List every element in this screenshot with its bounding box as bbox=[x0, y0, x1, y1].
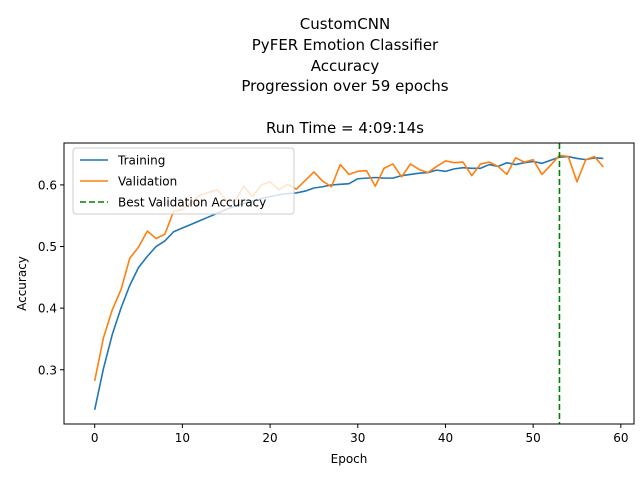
chart-subtitle: Run Time = 4:09:14s bbox=[266, 119, 424, 137]
x-tick-label: 60 bbox=[613, 431, 628, 445]
legend: Training Validation Best Validation Accu… bbox=[72, 147, 295, 215]
y-tick-label: 0.3 bbox=[38, 363, 57, 377]
y-tick-label: 0.5 bbox=[38, 240, 57, 254]
x-tick-label: 0 bbox=[91, 431, 99, 445]
x-tick-label: 30 bbox=[350, 431, 365, 445]
chart-title-line-4: Progression over 59 epochs bbox=[241, 77, 448, 95]
series-line-training bbox=[93, 155, 604, 410]
legend-label-validation: Validation bbox=[118, 175, 177, 189]
chart-title-line-2: PyFER Emotion Classifier bbox=[252, 36, 439, 54]
x-tick-label: 50 bbox=[526, 431, 541, 445]
legend-box bbox=[72, 147, 295, 215]
chart-titles: CustomCNN PyFER Emotion Classifier Accur… bbox=[241, 15, 448, 137]
y-tick-label: 0.4 bbox=[38, 302, 57, 316]
chart-title-line-3: Accuracy bbox=[311, 57, 380, 75]
x-axis-ticks: 0 10 20 30 40 50 60 bbox=[91, 424, 628, 445]
y-axis-label: Accuracy bbox=[15, 256, 29, 311]
x-tick-label: 10 bbox=[175, 431, 190, 445]
legend-label-best-validation: Best Validation Accuracy bbox=[118, 196, 266, 210]
y-tick-label: 0.6 bbox=[38, 178, 57, 192]
x-tick-label: 20 bbox=[262, 431, 277, 445]
axes-frame bbox=[63, 142, 635, 425]
legend-label-training: Training bbox=[117, 154, 165, 168]
chart-title-line-1: CustomCNN bbox=[300, 15, 390, 33]
y-axis-ticks: 0.3 0.4 0.5 0.6 bbox=[38, 178, 64, 377]
x-tick-label: 40 bbox=[438, 431, 453, 445]
x-axis-label: Epoch bbox=[331, 452, 368, 466]
